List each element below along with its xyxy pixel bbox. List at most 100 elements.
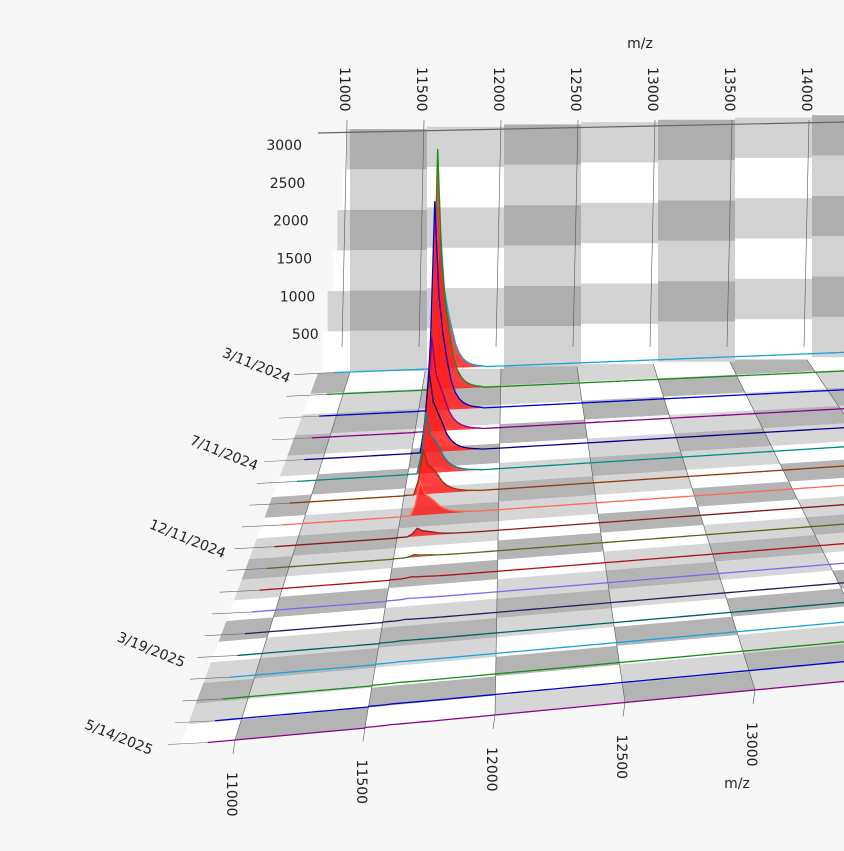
floor-cell — [579, 378, 664, 401]
floor-cell — [273, 588, 389, 618]
wall-top-edge — [317, 121, 844, 134]
wall-cell — [337, 210, 350, 251]
floor-grid-line — [364, 368, 426, 728]
floor-cell — [697, 499, 807, 525]
peak-fill — [311, 337, 844, 438]
floor-cell — [279, 568, 392, 597]
floor-cell — [249, 535, 299, 560]
floor-cell — [343, 369, 426, 393]
baseline-tick — [264, 459, 305, 462]
front-x-tick-label: 12000 — [483, 747, 499, 792]
floor-cell — [264, 494, 312, 518]
front-tick-mark — [492, 714, 496, 730]
baseline-tick — [212, 611, 253, 615]
floor-cell — [598, 506, 704, 533]
floor-cell — [826, 387, 844, 406]
floor-cell — [241, 687, 372, 720]
wall-cell — [812, 155, 844, 196]
floor-cell — [388, 559, 498, 589]
floor-cell — [788, 477, 844, 500]
y-tick-label: 2000 — [273, 214, 309, 230]
wall-cell — [658, 321, 735, 362]
chart-back-wall — [317, 115, 844, 372]
wall-cell — [812, 195, 844, 237]
peak-fill — [267, 524, 844, 569]
front-tick-mark — [752, 689, 756, 705]
floor-cell — [832, 569, 844, 589]
baseline-tick — [175, 720, 216, 724]
floor-cell — [657, 374, 745, 397]
floor-cell — [499, 457, 593, 483]
floor-cell — [720, 570, 842, 599]
wall-cell — [504, 124, 581, 165]
floor-cell — [495, 664, 623, 696]
peak-fill — [274, 504, 844, 547]
floor-cell — [365, 695, 496, 728]
floor-cell — [736, 371, 827, 393]
top-x-axis-label: m/z — [627, 36, 653, 52]
floor-cell — [498, 513, 601, 541]
top-x-tick-label: 11500 — [413, 67, 429, 112]
wall-cell — [350, 330, 427, 372]
wall-cell — [812, 115, 844, 156]
spectrum-trace — [237, 601, 844, 657]
y-tick-label: 1000 — [280, 289, 316, 305]
front-tick-mark — [232, 739, 236, 755]
floor-cell — [310, 372, 350, 394]
y-tick-label: 3000 — [266, 138, 302, 154]
floor-cell — [806, 514, 844, 536]
floor-cell — [771, 441, 844, 464]
floor-cell — [375, 637, 497, 668]
spectrum-trace — [267, 523, 844, 570]
floor-cell — [302, 392, 344, 415]
wall-cell — [350, 169, 427, 210]
baseline-tick — [204, 633, 245, 637]
floor-cell — [368, 676, 496, 708]
wall-cell — [504, 245, 581, 286]
front-x-tick-label: 12500 — [613, 735, 629, 780]
baseline-tick — [293, 372, 335, 375]
floor-cell — [823, 551, 844, 571]
date-label: 7/11/2024 — [188, 433, 261, 475]
floor-cell — [324, 428, 416, 454]
wall-cell — [658, 200, 735, 241]
wall-cell — [658, 240, 735, 282]
wall-cell — [581, 323, 658, 365]
floor-cell — [496, 627, 617, 657]
floor-cell — [381, 598, 497, 628]
floor-grid-line — [494, 365, 502, 716]
wall-cell — [581, 122, 658, 163]
wall-cell — [735, 157, 812, 199]
peak-fill — [281, 482, 844, 525]
wall-cell — [735, 198, 812, 239]
floor-cell — [714, 552, 833, 580]
floor-cell — [652, 357, 737, 379]
floor-cell — [272, 474, 319, 498]
baseline-tick — [286, 394, 327, 397]
floor-cell — [815, 532, 844, 553]
baseline-tick — [249, 502, 290, 506]
wall-cell — [322, 331, 350, 372]
y-tick-label: 1500 — [276, 252, 312, 268]
floor-cell — [305, 488, 406, 516]
floor-grid-line — [234, 371, 351, 741]
spectrum-trace — [222, 641, 844, 700]
floor-cell — [218, 617, 274, 642]
floor-cell — [753, 405, 844, 429]
front-x-tick-label: 13000 — [743, 722, 759, 767]
floor-cell — [287, 433, 331, 456]
floor-cell — [743, 644, 844, 672]
floor-cell — [622, 671, 755, 703]
floor-cell — [311, 468, 409, 495]
wall-cell — [812, 276, 844, 317]
baseline-tick — [256, 481, 297, 484]
spectrum-trace — [274, 504, 844, 548]
floor-cell — [371, 656, 496, 688]
wall-cell — [327, 291, 350, 332]
y-tick-label: 2500 — [270, 176, 306, 192]
top-x-tick-label: 11000 — [336, 67, 352, 112]
wall-cell — [342, 169, 350, 210]
floor-cell — [235, 707, 369, 740]
wall-cell — [427, 126, 504, 168]
wall-grid-line — [726, 119, 733, 348]
